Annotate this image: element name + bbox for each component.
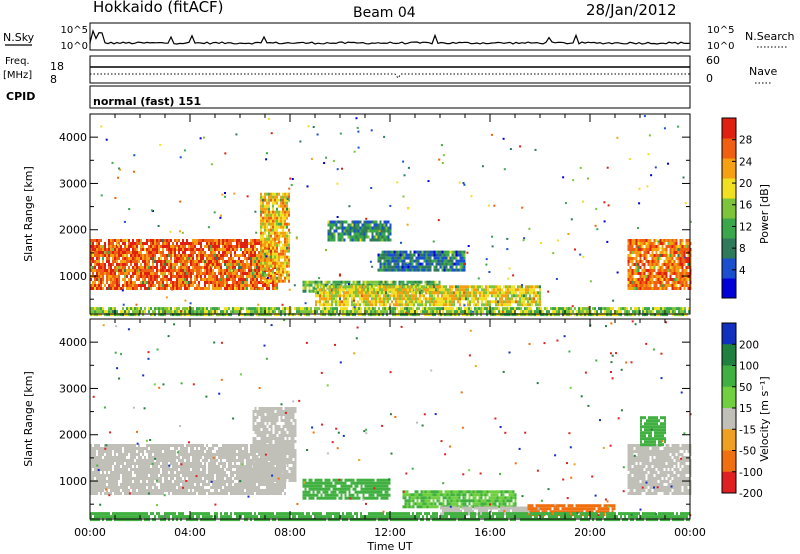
y-tick-label: 1000 — [59, 270, 87, 283]
date-title: 28/Jan/2012 — [586, 1, 677, 19]
colorbar-tick-label: 24 — [739, 156, 753, 168]
velocity-ylabel: Slant Range [km] — [22, 371, 35, 467]
y-tick-label: 4000 — [59, 336, 87, 349]
colorbar-swatch — [722, 158, 736, 179]
freq-tick-bottom: 8 — [50, 73, 57, 86]
colorbar-tick-label: -15 — [739, 424, 756, 436]
data-region — [90, 512, 690, 522]
colorbar-swatch — [722, 471, 736, 494]
velocity-panel: 4000 3000 2000 1000 00:00 04:00 08:00 12:00 16:… — [22, 318, 771, 553]
colorbar-tick-label: 28 — [739, 135, 752, 147]
nsky-series-line — [89, 29, 691, 45]
cpid-value: normal (fast) 151 — [93, 95, 201, 108]
x-tick-label: 16:00 — [474, 526, 506, 539]
beam-title: Beam 04 — [353, 5, 416, 21]
x-tick-label: 12:00 — [374, 526, 406, 539]
power-colorbar: 28 24 20 16 12 8 4 — [721, 117, 753, 299]
data-region — [260, 192, 290, 283]
data-region — [315, 285, 541, 307]
y-tick-label: 1000 — [59, 475, 87, 488]
colorbar-swatch — [722, 238, 736, 259]
colorbar-tick-label: 12 — [739, 221, 752, 233]
y-tick-label: 2000 — [59, 224, 87, 237]
colorbar-tick-label: 100 — [739, 361, 759, 373]
velocity-x-axis: 00:00 04:00 08:00 12:00 16:00 20:00 00:00 — [74, 319, 706, 539]
colorbar-swatch — [722, 323, 736, 345]
nsearch-tick-bottom: 10^0 — [707, 41, 734, 52]
colorbar-swatch — [722, 344, 736, 366]
x-tick-label: 08:00 — [274, 526, 306, 539]
power-x-ticks — [89, 114, 691, 314]
station-title: Hokkaido (fitACF) — [93, 0, 224, 16]
colorbar-tick-label: -100 — [739, 467, 763, 479]
nsky-label: N.Sky — [3, 31, 35, 44]
colorbar-swatch — [722, 450, 736, 473]
nave-label: Nave — [749, 65, 777, 78]
x-tick-label: 00:00 — [74, 526, 106, 539]
freq-label: Freq. — [5, 56, 30, 67]
data-region — [252, 407, 297, 482]
colorbar-tick-label: 4 — [739, 265, 746, 277]
power-panel: 4000 3000 2000 1000 Slant Range [km] 28 24 20… — [22, 113, 771, 317]
colorbar-swatch — [722, 198, 736, 219]
noise-points — [92, 319, 692, 518]
colorbar-swatch — [722, 386, 736, 409]
colorbar-tick-label: 16 — [739, 200, 753, 212]
data-region — [627, 239, 692, 290]
y-tick-label: 4000 — [59, 131, 87, 144]
velocity-y-axis: 4000 3000 2000 1000 — [59, 318, 690, 505]
nsky-panel: N.Sky 10^5 10^0 10^5 10^0 N.Search — [3, 22, 795, 52]
nave-series-line — [90, 73, 690, 79]
nave-tick-bottom: 0 — [706, 72, 713, 85]
cpid-panel: CPID normal (fast) 151 — [6, 85, 691, 109]
power-ylabel: Slant Range [km] — [22, 166, 35, 262]
colorbar-swatch — [722, 429, 736, 451]
nave-tick-top: 60 — [706, 54, 720, 67]
nsearch-tick-top: 10^5 — [707, 25, 734, 36]
velocity-colorbar: 200 100 50 15 -15 -50 -100 -200 — [721, 322, 763, 500]
nsky-tick-bottom: 10^0 — [61, 41, 88, 52]
freq-unit: [MHz] — [3, 70, 32, 81]
data-region — [377, 250, 466, 272]
colorbar-swatch — [722, 118, 736, 139]
cpid-label: CPID — [6, 90, 35, 103]
data-region — [90, 307, 690, 317]
x-tick-label: 20:00 — [574, 526, 606, 539]
colorbar-tick-label: 15 — [739, 403, 752, 415]
y-tick-label: 2000 — [59, 429, 87, 442]
colorbar-swatch — [722, 218, 736, 239]
freq-panel: Freq. [MHz] 18 8 60 0 Nave — [3, 54, 777, 86]
data-region — [627, 444, 692, 495]
colorbar-swatch — [722, 138, 736, 159]
colorbar-swatch — [722, 258, 736, 279]
colorbar-tick-label: -200 — [739, 488, 763, 500]
power-y-axis: 4000 3000 2000 1000 — [59, 113, 690, 300]
colorbar-swatch — [722, 278, 736, 299]
y-tick-label: 3000 — [59, 382, 87, 395]
freq-tick-top: 18 — [50, 60, 64, 73]
data-region — [327, 220, 392, 242]
colorbar-swatch — [722, 178, 736, 199]
noise-points — [96, 115, 692, 315]
power-colorbar-label: Power [dB] — [758, 184, 771, 244]
colorbar-tick-label: 50 — [739, 382, 752, 394]
colorbar-swatch — [722, 365, 736, 388]
x-axis-label: Time UT — [366, 540, 412, 553]
data-region — [402, 490, 517, 509]
colorbar-swatch — [722, 408, 736, 430]
colorbar-tick-label: -50 — [739, 446, 756, 458]
colorbar-tick-label: 200 — [739, 339, 759, 351]
velocity-colorbar-label: Velocity [m s⁻¹] — [758, 376, 771, 461]
y-tick-label: 3000 — [59, 177, 87, 190]
x-tick-label: 04:00 — [174, 526, 206, 539]
nsearch-label: N.Search — [745, 30, 795, 43]
data-region — [302, 478, 391, 500]
colorbar-tick-label: 20 — [739, 178, 752, 190]
colorbar-tick-label: 8 — [739, 243, 746, 255]
power-cells — [90, 115, 692, 317]
x-tick-label: 00:00 — [674, 526, 706, 539]
nsky-tick-top: 10^5 — [61, 25, 88, 36]
velocity-cells — [90, 319, 692, 522]
